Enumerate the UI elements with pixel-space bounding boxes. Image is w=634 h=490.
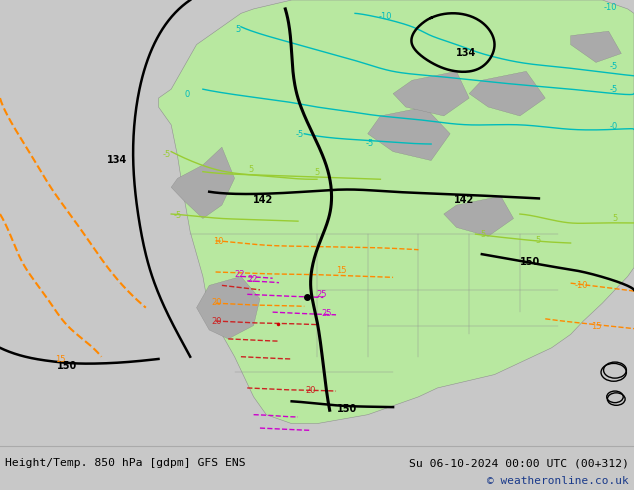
Text: Su 06-10-2024 00:00 UTC (00+312): Su 06-10-2024 00:00 UTC (00+312) [409, 458, 629, 468]
Text: 150: 150 [56, 361, 77, 371]
Text: -5: -5 [533, 236, 542, 245]
Text: -0: -0 [609, 122, 618, 131]
Text: -10: -10 [574, 281, 588, 290]
Text: -5: -5 [295, 130, 304, 139]
Text: 22: 22 [247, 275, 257, 284]
Polygon shape [171, 147, 235, 219]
Text: -10: -10 [378, 12, 392, 21]
Text: 25: 25 [316, 291, 327, 299]
Text: -5: -5 [609, 62, 618, 71]
Text: 134: 134 [456, 48, 476, 58]
Polygon shape [571, 31, 621, 62]
Text: © weatheronline.co.uk: © weatheronline.co.uk [487, 476, 629, 486]
Text: -5: -5 [173, 211, 182, 220]
Text: 5: 5 [314, 168, 320, 177]
Text: Height/Temp. 850 hPa [gdpm] GFS ENS: Height/Temp. 850 hPa [gdpm] GFS ENS [5, 458, 246, 468]
Polygon shape [444, 196, 514, 236]
Polygon shape [469, 72, 545, 116]
Polygon shape [393, 72, 469, 116]
Text: 150: 150 [337, 404, 358, 415]
Polygon shape [368, 107, 450, 161]
Text: 15: 15 [591, 321, 601, 331]
Text: 0: 0 [184, 90, 190, 99]
Text: 134: 134 [107, 155, 127, 165]
Text: -10: -10 [604, 3, 618, 12]
Text: 5: 5 [235, 25, 240, 34]
Text: 142: 142 [454, 195, 474, 205]
Text: -5: -5 [162, 150, 171, 159]
Text: 20: 20 [212, 317, 222, 326]
Polygon shape [197, 276, 260, 339]
Text: 20: 20 [212, 298, 222, 307]
Text: 142: 142 [253, 195, 273, 205]
Text: 25: 25 [321, 309, 332, 318]
Text: -5: -5 [609, 85, 618, 94]
Text: 20: 20 [306, 386, 316, 395]
Text: 5: 5 [249, 165, 254, 174]
Polygon shape [158, 0, 634, 423]
Text: 22: 22 [235, 270, 245, 279]
Text: 10: 10 [214, 237, 224, 246]
Text: -5: -5 [479, 230, 488, 239]
Text: 5: 5 [612, 214, 618, 223]
Text: 15: 15 [336, 266, 346, 275]
Text: -5: -5 [365, 139, 374, 148]
Text: 15: 15 [55, 355, 65, 364]
Text: 150: 150 [520, 257, 540, 267]
